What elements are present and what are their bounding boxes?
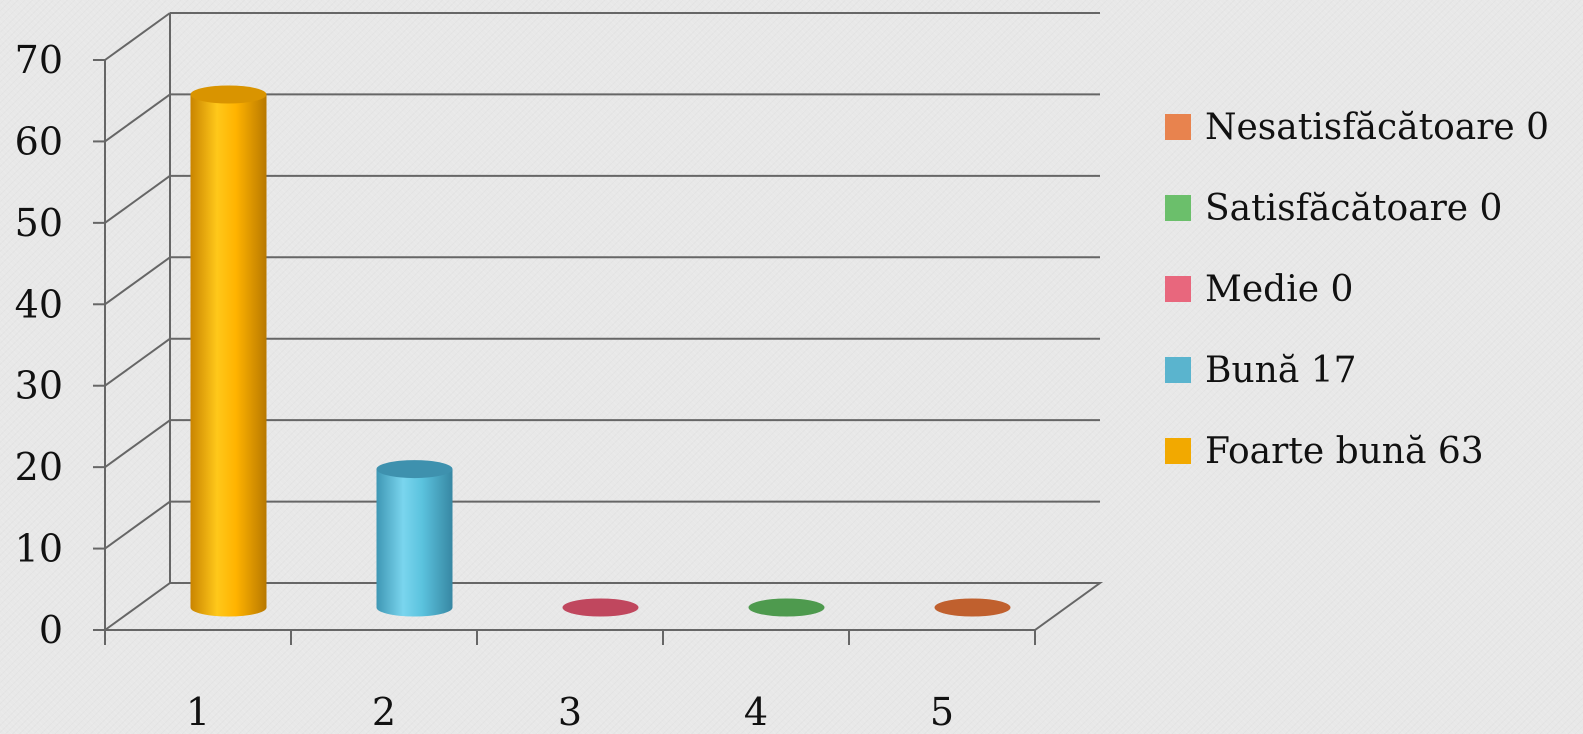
gridline-side <box>104 500 171 550</box>
x-tick-label: 4 <box>744 690 768 734</box>
legend-item: Medie 0 <box>1165 266 1549 312</box>
bar-3 <box>562 598 639 617</box>
gridline-side <box>104 337 171 387</box>
legend-label: Satisfăcătoare 0 <box>1205 187 1503 229</box>
chart-labels: 0 10 20 30 40 50 60 70 1 2 3 4 5 <box>15 38 954 734</box>
y-tick-label: 70 <box>15 38 63 82</box>
legend-label: Bună 17 <box>1205 349 1357 391</box>
legend-label: Medie 0 <box>1205 268 1354 310</box>
y-tick-label: 30 <box>15 364 63 408</box>
bar-2-top <box>376 460 453 479</box>
legend-swatch <box>1165 357 1191 383</box>
gridline-side <box>104 175 171 224</box>
gridline-side <box>104 419 171 468</box>
bar-2-body <box>376 469 453 617</box>
chart-axes <box>93 59 1036 645</box>
x-tick-label: 5 <box>930 690 954 734</box>
gridline-side <box>104 256 171 306</box>
legend-swatch <box>1165 195 1191 221</box>
y-tick-label: 10 <box>15 527 63 571</box>
bar-5 <box>934 598 1011 617</box>
bar-4 <box>748 598 825 617</box>
y-tick-label: 50 <box>15 201 63 245</box>
legend-item: Nesatisfăcătoare 0 <box>1165 104 1549 150</box>
gridline-side <box>104 12 171 61</box>
x-tick-label: 1 <box>186 690 210 734</box>
legend-swatch <box>1165 438 1191 464</box>
chart-legend: Nesatisfăcătoare 0 Satisfăcătoare 0 Medie … <box>1165 104 1549 509</box>
bar-1-body <box>190 94 267 617</box>
gridline-side <box>104 93 171 143</box>
legend-label: Foarte bună 63 <box>1205 430 1484 472</box>
y-tick-label: 60 <box>15 119 63 163</box>
x-tick-label: 3 <box>558 690 582 734</box>
y-tick-label: 20 <box>15 445 63 489</box>
x-tick-label: 2 <box>372 690 396 734</box>
legend-swatch <box>1165 114 1191 140</box>
legend-label: Nesatisfăcătoare 0 <box>1205 106 1550 148</box>
legend-swatch <box>1165 276 1191 302</box>
legend-item: Foarte bună 63 <box>1165 428 1549 474</box>
y-tick-label: 40 <box>15 282 63 326</box>
legend-item: Bună 17 <box>1165 347 1549 393</box>
y-tick-label: 0 <box>39 608 63 652</box>
bar-1-top <box>190 85 267 104</box>
chart-bars <box>190 85 1011 617</box>
legend-item: Satisfăcătoare 0 <box>1165 185 1549 231</box>
